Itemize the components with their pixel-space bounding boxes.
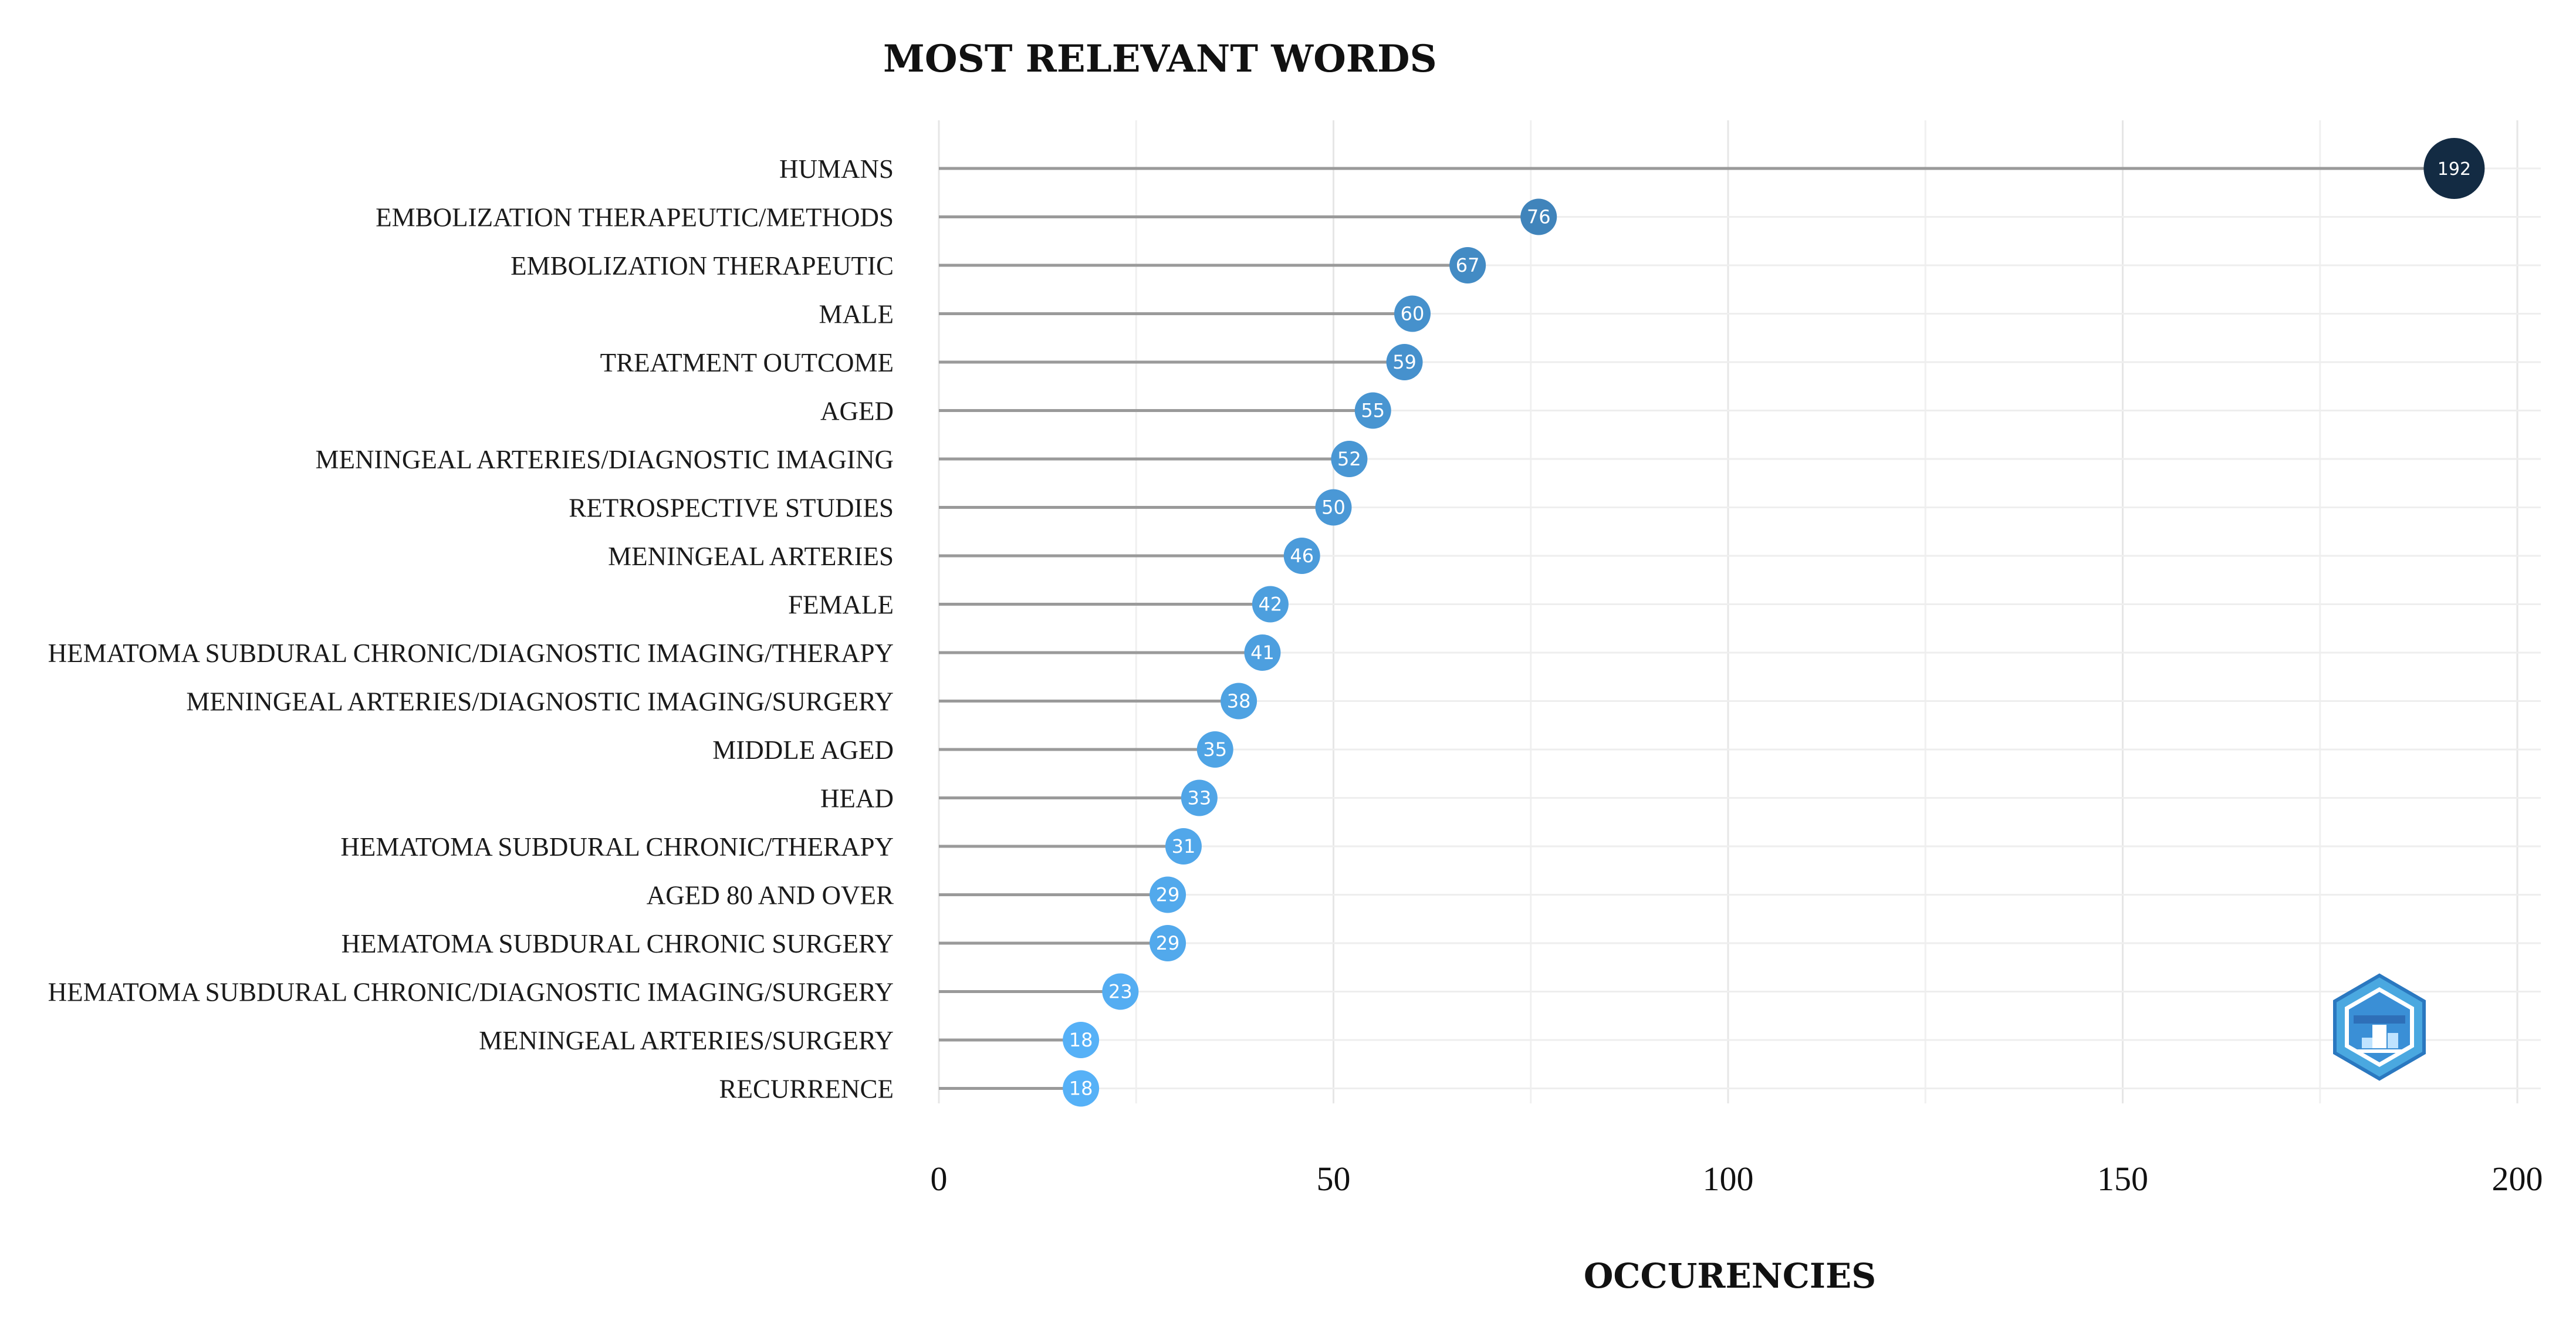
lollipop-dot <box>1196 731 1233 768</box>
data-label: 55 <box>1361 400 1385 422</box>
category-label: HUMANS <box>779 154 894 184</box>
data-label: 59 <box>1392 351 1417 373</box>
data-label: 18 <box>1069 1029 1093 1051</box>
data-label: 46 <box>1290 545 1314 567</box>
category-label: MENINGEAL ARTERIES/SURGERY <box>479 1026 894 1055</box>
x-tick-label: 50 <box>1317 1160 1351 1198</box>
category-label: HEMATOMA SUBDURAL CHRONIC SURGERY <box>342 929 894 958</box>
lollipop-dot <box>2423 138 2485 199</box>
x-tick-label: 100 <box>1703 1160 1754 1198</box>
data-label: 29 <box>1156 884 1180 906</box>
lollipop-dot <box>1150 925 1186 961</box>
data-label: 38 <box>1227 690 1251 713</box>
lollipop-dot <box>1354 392 1391 429</box>
data-label: 35 <box>1203 738 1227 761</box>
lollipop-dot <box>1102 973 1139 1010</box>
lollipop-dot <box>1244 634 1281 671</box>
category-label: MENINGEAL ARTERIES/DIAGNOSTIC IMAGING/SU… <box>186 687 894 717</box>
category-label: AGED <box>820 397 894 426</box>
data-label: 41 <box>1250 641 1275 664</box>
category-label: MENINGEAL ARTERIES/DIAGNOSTIC IMAGING <box>315 445 894 474</box>
lollipop-dot <box>1252 586 1289 623</box>
category-label: AGED 80 AND OVER <box>647 881 894 910</box>
category-label: RETROSPECTIVE STUDIES <box>569 494 894 523</box>
category-label: MIDDLE AGED <box>712 735 894 765</box>
lollipop-dot <box>1150 876 1186 913</box>
category-label: HEMATOMA SUBDURAL CHRONIC/THERAPY <box>340 832 894 862</box>
data-label: 33 <box>1187 787 1211 809</box>
lollipop-dot <box>1394 295 1431 332</box>
category-label-layer: HUMANS EMBOLIZATION THERAPEUTIC/METHODS EM… <box>48 154 894 1104</box>
data-label: 76 <box>1527 206 1551 228</box>
lollipop-dot <box>1386 344 1423 380</box>
category-label: HEAD <box>820 784 894 813</box>
data-label: 67 <box>1456 254 1480 276</box>
stem-layer <box>939 167 2455 1090</box>
bibliometrix-logo-icon <box>2333 973 2426 1081</box>
lollipop-dot <box>1181 779 1218 816</box>
lollipop-dot <box>1063 1070 1100 1107</box>
lollipop-dot <box>1449 247 1486 283</box>
chart-title: MOST RELEVANT WORDS <box>883 37 1437 81</box>
data-label: 192 <box>2438 159 2471 180</box>
lollipop-dot <box>1165 828 1202 865</box>
category-label: MENINGEAL ARTERIES <box>608 542 894 571</box>
lollipop-dot <box>1283 538 1320 574</box>
data-label: 23 <box>1108 981 1133 1003</box>
category-label: HEMATOMA SUBDURAL CHRONIC/DIAGNOSTIC IMA… <box>48 978 894 1007</box>
data-label: 50 <box>1321 497 1346 519</box>
lollipop-dot <box>1331 441 1368 477</box>
data-label: 42 <box>1259 593 1283 616</box>
x-tick-label: 150 <box>2097 1160 2148 1198</box>
lollipop-dot <box>1520 198 1557 235</box>
lollipop-dot <box>1315 489 1352 526</box>
lollipop-dot <box>1063 1022 1100 1058</box>
x-tick-layer: 0 50 100 150 200 <box>931 1160 2543 1198</box>
category-label: TREATMENT OUTCOME <box>600 348 894 377</box>
category-label: RECURRENCE <box>719 1075 894 1104</box>
dot-layer: 192 76 67 60 59 55 52 50 46 42 41 38 35 33 31 29 29 23 18 1… <box>1063 138 2485 1107</box>
x-tick-label: 0 <box>931 1160 948 1198</box>
category-label: EMBOLIZATION THERAPEUTIC <box>511 251 894 281</box>
data-label: 18 <box>1069 1078 1093 1100</box>
x-tick-label: 200 <box>2492 1160 2543 1198</box>
category-label: FEMALE <box>788 590 894 620</box>
category-label: MALE <box>819 300 894 329</box>
data-label: 52 <box>1337 448 1361 470</box>
lollipop-dot <box>1221 683 1257 720</box>
data-label: 60 <box>1401 303 1425 325</box>
x-axis-title: OCCURENCIES <box>1584 1256 1876 1296</box>
data-label: 29 <box>1156 932 1180 954</box>
category-label: HEMATOMA SUBDURAL CHRONIC/DIAGNOSTIC IMA… <box>48 639 894 668</box>
category-label: EMBOLIZATION THERAPEUTIC/METHODS <box>376 203 894 232</box>
data-label: 31 <box>1172 835 1196 857</box>
